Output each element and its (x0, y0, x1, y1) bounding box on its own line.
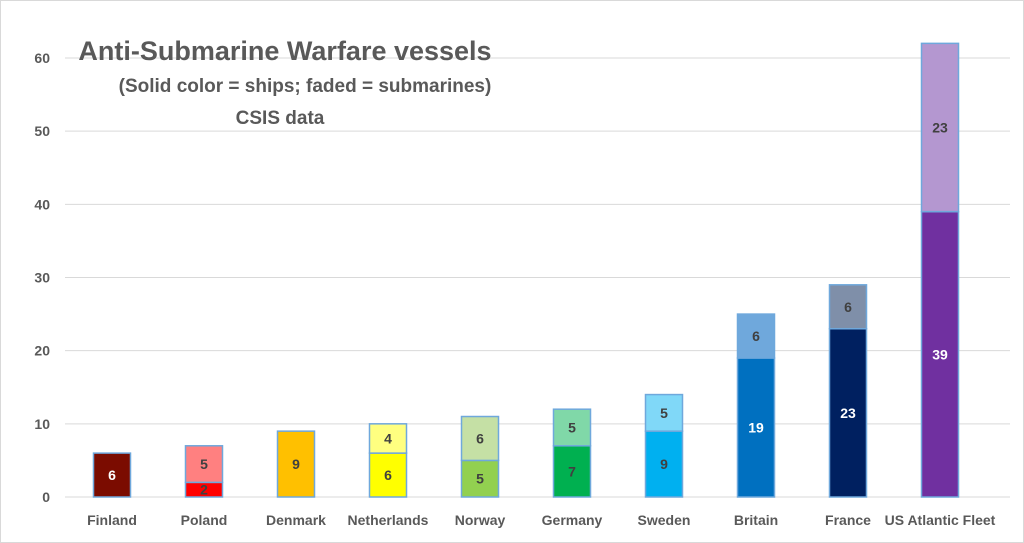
data-label: 23 (932, 120, 948, 136)
bar-ships (92, 452, 132, 498)
data-label: 6 (476, 430, 484, 446)
data-label: 9 (292, 456, 300, 472)
data-label: 5 (660, 405, 668, 421)
x-tick-label: Poland (181, 512, 228, 528)
x-tick-label: France (825, 512, 871, 528)
bar-submarines (920, 42, 960, 213)
bar-submarines (644, 393, 684, 432)
x-tick-label: Netherlands (348, 512, 429, 528)
bar-ships (828, 327, 868, 498)
y-tick-label: 60 (34, 50, 50, 66)
x-tick-label: Finland (87, 512, 137, 528)
data-label: 5 (476, 471, 484, 487)
y-tick-label: 20 (34, 343, 50, 359)
bar-submarines (184, 445, 224, 484)
x-tick-label: Britain (734, 512, 778, 528)
bar-submarines (736, 313, 776, 359)
x-tick-label: Norway (455, 512, 506, 528)
data-label: 6 (108, 467, 116, 483)
bar-ships (552, 445, 592, 498)
y-tick-label: 40 (34, 196, 50, 212)
data-label: 6 (384, 467, 392, 483)
chart-source: CSIS data (235, 108, 325, 129)
bar-submarines (552, 408, 592, 447)
data-label: 23 (840, 405, 856, 421)
bar-submarines (368, 423, 408, 454)
y-tick-label: 50 (34, 123, 50, 139)
data-label: 2 (200, 482, 208, 498)
chart-subtitle: (Solid color = ships; faded = submarines… (118, 76, 492, 97)
y-tick-label: 10 (34, 416, 50, 432)
y-tick-label: 30 (34, 270, 50, 286)
x-tick-label: US Atlantic Fleet (885, 512, 996, 528)
x-tick-label: Germany (542, 512, 603, 528)
data-label: 7 (568, 463, 576, 479)
chart-title: Anti-Submarine Warfare vessels (78, 36, 492, 66)
data-label: 5 (568, 419, 576, 435)
bar-submarines (460, 415, 500, 462)
data-label: 19 (748, 419, 764, 435)
x-tick-label: Sweden (638, 512, 691, 528)
data-label: 39 (932, 346, 948, 362)
data-label: 9 (660, 456, 668, 472)
x-tick-label: Denmark (266, 512, 326, 528)
y-tick-label: 0 (42, 489, 50, 505)
data-label: 6 (844, 299, 852, 315)
bar-ships (276, 430, 316, 498)
data-label: 4 (384, 430, 392, 446)
data-label: 6 (752, 328, 760, 344)
bar-ships (460, 459, 500, 498)
bar-submarines (828, 284, 868, 330)
data-label: 5 (200, 456, 208, 472)
